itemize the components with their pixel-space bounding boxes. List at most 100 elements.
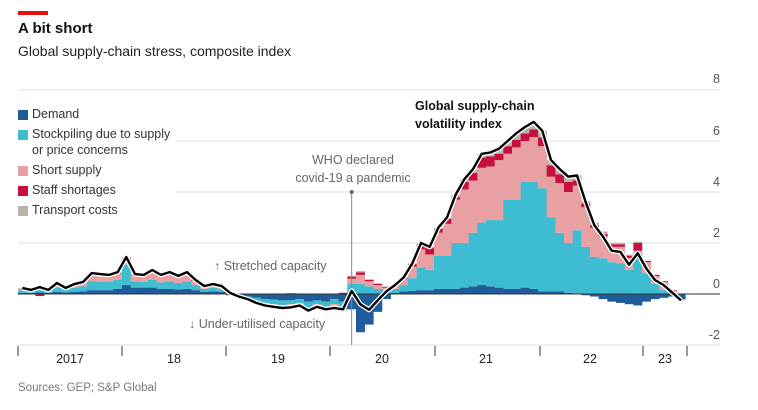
bar-short_supply xyxy=(486,166,495,221)
bar-stockpiling xyxy=(425,269,435,291)
bar-staff_shortages xyxy=(364,279,374,282)
who-annotation-line2: covid-19 a pandemic xyxy=(295,171,411,185)
bar-short_supply xyxy=(399,278,409,286)
bar-stockpiling xyxy=(616,263,625,294)
bar-stockpiling xyxy=(70,287,79,292)
bar-short_supply xyxy=(408,266,417,279)
x-tick-label: 23 xyxy=(658,352,672,366)
bar-demand xyxy=(148,287,157,294)
bar-stockpiling xyxy=(130,281,140,288)
who-marker-dot xyxy=(349,190,354,194)
bar-demand xyxy=(538,291,547,294)
bar-transport_costs xyxy=(529,121,539,130)
bar-stockpiling xyxy=(598,258,608,294)
bar-short_supply xyxy=(174,276,183,284)
bar-staff_shortages xyxy=(633,243,643,251)
bar-staff_shortages xyxy=(538,137,547,147)
bar-short_supply xyxy=(104,275,114,283)
bar-demand xyxy=(416,290,426,294)
bar-stockpiling xyxy=(590,257,599,294)
bar-stockpiling xyxy=(182,281,192,289)
bar-stockpiling xyxy=(148,279,157,288)
bar-short_supply xyxy=(555,183,565,233)
bar-short_supply xyxy=(460,189,469,243)
bar-demand xyxy=(52,291,62,294)
bar-transport_costs xyxy=(633,241,643,243)
bar-stockpiling xyxy=(477,222,487,286)
bar-transport_costs xyxy=(356,271,365,273)
bar-staff_shortages xyxy=(477,157,487,168)
bar-stockpiling xyxy=(61,289,71,293)
underutilised-capacity-annotation: ↓ Under-utilised capacity xyxy=(189,317,326,331)
bar-stockpiling xyxy=(555,232,565,292)
bar-demand xyxy=(87,290,97,294)
bar-demand xyxy=(200,291,209,294)
bar-stockpiling xyxy=(286,300,296,305)
bar-staff_shortages xyxy=(425,248,435,255)
bar-short_supply xyxy=(78,282,88,287)
bar-demand xyxy=(278,294,287,301)
bar-demand xyxy=(252,294,261,298)
line-label-1: Global supply-chain xyxy=(415,99,535,113)
bar-stockpiling xyxy=(399,285,409,292)
x-tick-label: 18 xyxy=(167,352,181,366)
bar-stockpiling xyxy=(434,255,443,289)
bar-stockpiling xyxy=(442,255,452,289)
legend-short-supply: Short supply xyxy=(18,163,188,179)
bar-demand xyxy=(503,288,513,294)
bar-demand xyxy=(130,287,140,294)
bar-short_supply xyxy=(538,146,547,189)
bar-stockpiling xyxy=(139,282,149,288)
bar-stockpiling xyxy=(512,199,521,289)
bar-short_supply xyxy=(607,246,617,263)
bar-stockpiling xyxy=(260,299,270,303)
bar-demand xyxy=(156,288,166,294)
bar-stockpiling xyxy=(217,289,227,292)
bar-demand xyxy=(243,294,253,297)
bar-demand xyxy=(269,294,279,300)
legend-label: Demand xyxy=(32,107,80,121)
bar-short_supply xyxy=(356,274,365,284)
bar-demand xyxy=(633,294,643,306)
bar-demand xyxy=(616,294,625,303)
bar-stockpiling xyxy=(295,299,305,303)
chart-subtitle: Global supply-chain stress, composite in… xyxy=(18,43,292,59)
x-tick-label: 19 xyxy=(271,352,285,366)
bar-staff_shortages xyxy=(356,272,365,275)
brand-accent-bar xyxy=(18,11,48,15)
bar-staff_shortages xyxy=(624,255,634,259)
bar-stockpiling xyxy=(624,269,634,294)
bar-demand xyxy=(425,290,435,294)
bar-demand xyxy=(590,294,599,297)
bar-demand xyxy=(460,287,469,294)
bar-stockpiling xyxy=(321,301,331,307)
bar-demand xyxy=(330,294,339,300)
legend-label: Transport costs xyxy=(32,203,118,217)
bar-staff_shortages xyxy=(382,286,391,288)
bar-demand xyxy=(44,292,53,294)
legend-stockpiling: Stockpiling due to supply or price concer… xyxy=(18,127,188,159)
bar-stockpiling xyxy=(546,217,556,292)
bar-demand xyxy=(434,288,443,294)
legend-label: Stockpiling due to supply xyxy=(32,127,171,141)
bar-demand xyxy=(442,288,452,294)
bar-stockpiling xyxy=(104,282,114,291)
bar-stockpiling xyxy=(650,283,660,294)
bar-demand xyxy=(477,285,487,294)
bar-short_supply xyxy=(520,141,530,182)
bar-short_supply xyxy=(416,249,426,268)
bar-short_supply xyxy=(139,275,149,283)
bar-short_supply xyxy=(529,137,539,182)
bar-stockpiling xyxy=(364,286,374,294)
bar-demand xyxy=(408,290,417,294)
bar-stockpiling xyxy=(278,300,287,305)
bar-short_supply xyxy=(87,274,97,282)
bar-stockpiling xyxy=(18,290,27,293)
bar-stockpiling xyxy=(486,220,495,287)
legend-transport-costs: Transport costs xyxy=(18,203,188,219)
legend-label: or price concerns xyxy=(32,143,128,157)
bar-transport_costs xyxy=(373,283,383,284)
bar-demand xyxy=(468,286,478,294)
